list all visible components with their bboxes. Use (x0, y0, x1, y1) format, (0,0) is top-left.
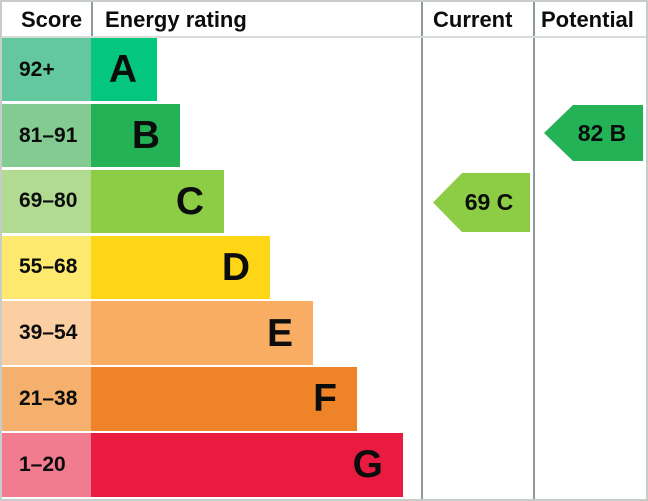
rating-bar: A (91, 38, 157, 102)
score-range-label: 1–20 (19, 452, 66, 476)
score-column-header: Score (21, 7, 83, 32)
potential-column-divider (533, 2, 535, 499)
score-cell: 39–54 (2, 301, 91, 365)
score-cell: 21–38 (2, 367, 91, 431)
band-letter: C (175, 179, 204, 223)
band-row-a: 92+ A (2, 38, 646, 104)
band-row-c: 69–80 C (2, 169, 646, 236)
band-row-g: 1–20 G (2, 433, 646, 499)
rating-bar: C (91, 169, 224, 234)
score-range-label: 21–38 (19, 386, 78, 410)
potential-rating-label: 82 B (577, 119, 627, 146)
score-range-label: 69–80 (19, 189, 78, 213)
band-letter: E (266, 311, 293, 355)
score-range-label: 55–68 (19, 255, 78, 279)
band-row-f: 21–38 F (2, 367, 646, 433)
score-cell: 55–68 (2, 235, 91, 299)
band-letter: G (352, 443, 383, 487)
band-letter: A (108, 48, 137, 92)
score-cell: 81–91 (2, 103, 91, 168)
potential-rating-arrow: 82 B (544, 105, 643, 161)
rating-bar: D (91, 235, 270, 299)
score-range-label: 39–54 (19, 321, 78, 345)
rating-bar: E (91, 301, 313, 365)
band-rows: 92+ A 81–91 B 69–80 C 55–68 D 39–54 E 21… (2, 38, 646, 499)
header-underline (2, 36, 646, 38)
band-letter: F (313, 377, 337, 421)
potential-column-header: Potential (541, 7, 634, 32)
band-letter: D (221, 245, 250, 289)
rating-bar: G (91, 433, 403, 497)
current-rating-label: 69 C (464, 189, 514, 215)
band-row-d: 55–68 D (2, 235, 646, 302)
band-row-e: 39–54 E (2, 301, 646, 367)
score-cell: 1–20 (2, 433, 91, 497)
score-range-label: 92+ (19, 57, 55, 81)
rating-bar: B (91, 103, 180, 168)
score-range-label: 81–91 (19, 123, 78, 147)
score-column-divider (91, 2, 93, 37)
score-cell: 92+ (2, 38, 91, 102)
score-cell: 69–80 (2, 169, 91, 234)
current-column-header: Current (433, 7, 513, 32)
rating-bar: F (91, 367, 357, 431)
band-row-b: 81–91 B (2, 103, 646, 170)
energy-rating-column-header: Energy rating (105, 7, 247, 32)
band-letter: B (131, 114, 160, 158)
current-column-divider (421, 2, 423, 499)
